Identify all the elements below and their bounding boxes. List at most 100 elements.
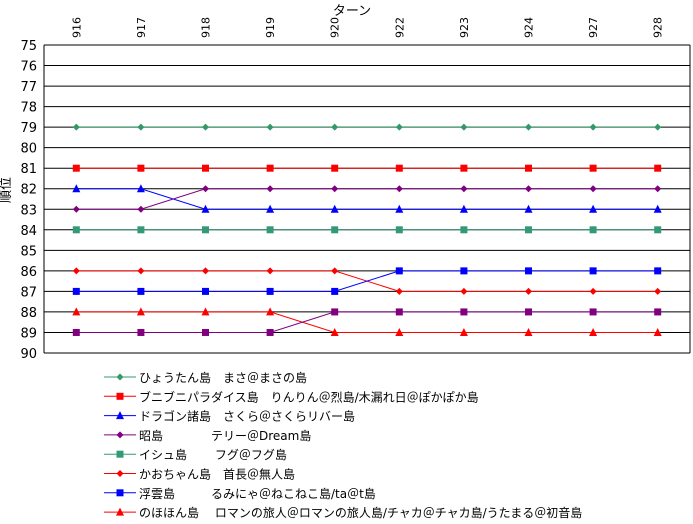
data-point-square: [266, 328, 274, 336]
legend-label: ブニブニパラダイス島 りんりん＠烈島/木漏れ日＠ぽかぽか島: [139, 389, 479, 404]
data-point-triangle: [116, 411, 124, 420]
y-tick-label: 81: [20, 162, 37, 177]
legend-item: ブニブニパラダイス島 りんりん＠烈島/木漏れ日＠ぽかぽか島: [104, 389, 479, 404]
data-point-square: [654, 308, 662, 316]
y-tick-label: 87: [20, 285, 37, 300]
data-point-square: [331, 164, 339, 172]
legend-label: のほほん島 ロマンの旅人＠ロマンの旅人島/チャカ＠チャカ島/うたまる＠初音島: [139, 505, 582, 520]
data-point-diamond: [202, 123, 209, 131]
data-point-square: [116, 392, 124, 400]
data-point-square: [395, 226, 403, 234]
x-tick-label: 922: [393, 17, 406, 38]
y-tick-label: 88: [20, 306, 37, 321]
data-point-triangle: [72, 307, 81, 316]
series-2: [72, 164, 662, 172]
data-point-diamond: [589, 185, 597, 193]
data-point-square: [395, 267, 403, 275]
legend-item: のほほん島 ロマンの旅人＠ロマンの旅人島/チャカ＠チャカ島/うたまる＠初音島: [104, 505, 582, 520]
data-point-triangle: [395, 204, 404, 213]
data-point-triangle: [330, 204, 339, 213]
data-point-square: [202, 164, 209, 172]
data-point-triangle: [653, 204, 662, 213]
data-point-diamond: [654, 185, 662, 193]
data-point-diamond: [331, 267, 339, 275]
data-point-square: [395, 308, 403, 316]
data-point-diamond: [395, 123, 403, 131]
data-point-diamond: [395, 287, 403, 295]
data-point-square: [116, 450, 124, 458]
data-point-square: [116, 489, 124, 497]
data-point-diamond: [266, 185, 274, 193]
y-tick-label: 77: [20, 80, 37, 95]
data-point-square: [137, 164, 145, 172]
y-tick-label: 80: [20, 142, 37, 157]
data-point-triangle: [136, 184, 145, 193]
data-point-diamond: [266, 123, 274, 131]
data-point-triangle: [201, 307, 210, 316]
data-point-triangle: [136, 307, 145, 316]
legend-label: 浮雲島 るみにゃ＠ねこねこ島/ta＠t島: [139, 486, 376, 501]
data-point-diamond: [460, 185, 468, 193]
series-line: [76, 188, 658, 210]
series-7: [72, 267, 662, 295]
legend-item: かおちゃん島 首長＠無人島: [104, 467, 295, 482]
data-point-diamond: [202, 267, 209, 275]
legend-label: かおちゃん島 首長＠無人島: [139, 467, 295, 482]
data-point-square: [460, 164, 468, 172]
x-tick-label: 923: [458, 17, 471, 38]
data-point-diamond: [72, 267, 80, 275]
data-point-diamond: [460, 123, 468, 131]
y-tick-label: 78: [20, 101, 37, 116]
data-point-diamond: [116, 470, 124, 477]
legend-label: イシュ島 フグ＠フグ島: [139, 447, 287, 462]
data-point-square: [460, 267, 468, 275]
y-tick-label: 90: [20, 347, 37, 362]
legend-label: ひょうたん島 まさ＠まさの島: [139, 370, 307, 385]
data-point-triangle: [653, 327, 662, 336]
y-tick-label: 76: [20, 60, 37, 75]
data-point-diamond: [72, 205, 80, 213]
y-tick-label: 83: [20, 203, 37, 218]
data-point-triangle: [524, 204, 533, 213]
series-5: [72, 226, 662, 234]
data-point-diamond: [116, 431, 124, 439]
data-point-diamond: [395, 185, 403, 193]
data-point-square: [331, 308, 339, 316]
x-tick-label: 920: [329, 17, 342, 38]
data-point-square: [202, 287, 209, 295]
series-line: [76, 188, 658, 210]
data-point-triangle: [589, 204, 598, 213]
x-tick-label: 927: [587, 17, 600, 38]
data-point-diamond: [589, 123, 597, 131]
x-tick-label: 924: [523, 17, 536, 38]
data-point-square: [137, 328, 145, 336]
x-tick-label: 916: [70, 17, 83, 38]
data-point-diamond: [525, 185, 532, 193]
data-point-square: [525, 267, 532, 275]
data-point-square: [137, 226, 145, 234]
x-axis-label: ターン: [333, 4, 371, 19]
y-tick-label: 89: [20, 326, 37, 341]
data-point-square: [72, 328, 80, 336]
x-tick-label: 918: [200, 17, 213, 38]
data-point-triangle: [72, 184, 81, 193]
data-point-square: [589, 164, 597, 172]
series-8: [72, 307, 662, 336]
data-point-diamond: [331, 185, 339, 193]
data-point-square: [654, 164, 662, 172]
data-point-triangle: [589, 327, 598, 336]
data-point-triangle: [459, 327, 468, 336]
data-point-square: [654, 226, 662, 234]
data-point-diamond: [589, 287, 597, 295]
data-point-square: [589, 267, 597, 275]
data-point-square: [460, 308, 468, 316]
data-point-square: [72, 287, 80, 295]
data-point-square: [525, 164, 532, 172]
data-point-diamond: [137, 123, 145, 131]
x-tick-label: 919: [264, 17, 277, 38]
data-point-diamond: [266, 267, 274, 275]
x-tick-label: 928: [652, 17, 665, 38]
data-point-square: [202, 226, 209, 234]
legend-label: ドラゴン諸島 さくら＠さくらリバー島: [139, 409, 355, 424]
